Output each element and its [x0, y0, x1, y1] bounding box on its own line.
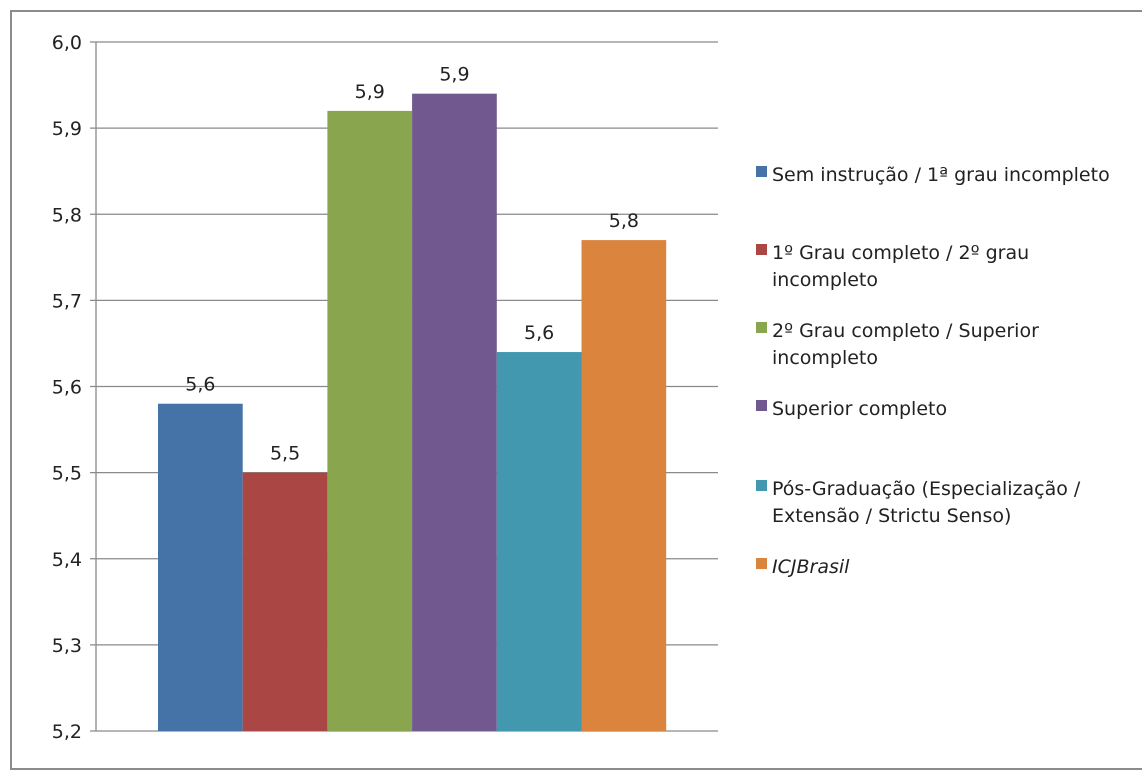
chart-container: 5,2 5,3 5,4 5,5 5,6 5,7 5,8 5,9 6,0 5,6 5,5 5,9 5,9… [0, 0, 1142, 751]
chart-frame [10, 10, 1142, 770]
